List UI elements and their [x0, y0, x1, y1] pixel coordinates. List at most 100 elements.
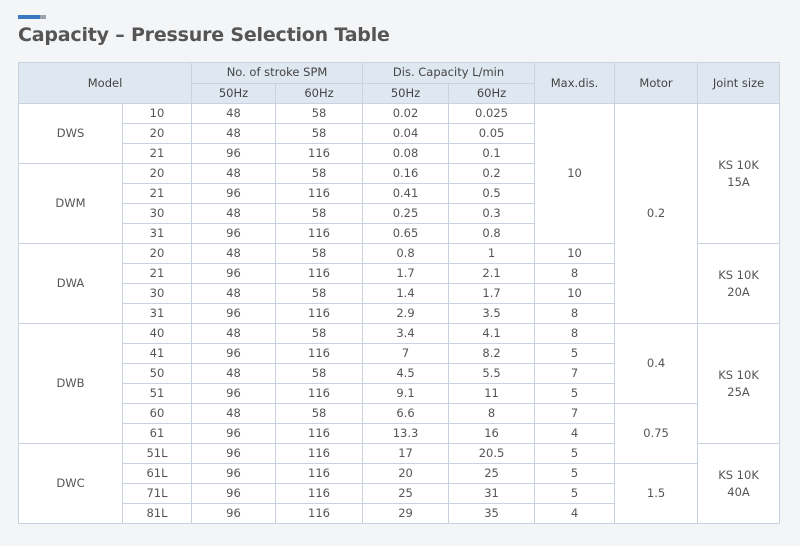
cell: 61 [122, 423, 192, 444]
cell: 50 [122, 363, 192, 384]
maxdis-cell: 5 [534, 483, 616, 504]
maxdis-cell: 5 [534, 343, 616, 364]
cell: 96 [191, 383, 276, 404]
cell: 48 [191, 283, 276, 304]
table-row: 50 48 58 4.5 5.5 7 [19, 363, 780, 384]
cell: 20 [122, 243, 192, 264]
cell: 25 [362, 483, 450, 504]
cell: 81L [122, 503, 192, 524]
cell: 0.3 [448, 203, 536, 224]
table-row: 61 96 116 13.3 16 4 [19, 423, 780, 444]
cell: 48 [191, 403, 276, 424]
cell: 3.4 [362, 323, 450, 344]
cell: 20 [122, 163, 192, 184]
cell: 58 [274, 403, 364, 424]
cell: 116 [274, 443, 364, 464]
table-row: 30 48 58 1.4 1.7 10 [19, 283, 780, 304]
maxdis-cell: 5 [534, 383, 616, 404]
header-cell: 50Hz [191, 82, 276, 104]
joint-cell: KS 10K 40A [697, 443, 781, 524]
joint-line: KS 10K [718, 157, 759, 172]
cell: 31 [448, 483, 536, 504]
cell: 0.25 [362, 203, 450, 224]
cell: 35 [448, 503, 536, 524]
cell: 20 [362, 463, 450, 484]
motor-cell: 0.4 [614, 323, 699, 404]
motor-cell: 0.75 [614, 403, 699, 464]
cell: 2.1 [448, 263, 536, 284]
cell: 20 [122, 123, 192, 144]
cell: 8.2 [448, 343, 536, 364]
header-cell: Joint size [697, 62, 781, 104]
cell: 0.65 [362, 223, 450, 244]
table-row: 71L 96 116 25 31 5 [19, 483, 780, 504]
table-row: 51 96 116 9.1 11 5 [19, 383, 780, 404]
cell: 61L [122, 463, 192, 484]
cell: 116 [274, 503, 364, 524]
model-cell: DWS [18, 103, 123, 164]
cell: 6.6 [362, 403, 450, 424]
cell: 58 [274, 283, 364, 304]
cell: 116 [274, 303, 364, 324]
table-row: DWS 10 48 58 0.02 0.025 10 0.2 KS 10K 15A [18, 103, 781, 324]
cell: 58 [274, 363, 364, 384]
cell: 30 [122, 283, 192, 304]
cell: 31 [122, 223, 192, 244]
header-cell: Motor [614, 62, 699, 104]
cell: 71L [122, 483, 192, 504]
accent-bar [40, 15, 46, 19]
cell: 1.7 [448, 283, 536, 304]
cell: 48 [191, 323, 276, 344]
table-row: 31 96 116 0.65 0.8 [19, 223, 780, 244]
cell: 96 [191, 223, 276, 244]
joint-cell: KS 10K 20A [697, 243, 781, 324]
joint-line: KS 10K [718, 467, 759, 482]
maxdis-cell: 8 [534, 323, 616, 344]
joint-line: 40A [727, 484, 750, 499]
model-cell: DWB [18, 323, 123, 444]
cell: 116 [274, 463, 364, 484]
cell: 9.1 [362, 383, 450, 404]
table-row: 60 48 58 6.6 8 7 0.75 [19, 403, 780, 464]
joint-line: 15A [727, 174, 750, 189]
cell: 0.08 [362, 143, 450, 164]
maxdis-cell: 8 [534, 303, 616, 324]
maxdis-cell: 5 [534, 463, 616, 484]
cell: 116 [274, 343, 364, 364]
table-row: 31 96 116 2.9 3.5 8 [19, 303, 780, 324]
cell: 48 [191, 203, 276, 224]
cell: 13.3 [362, 423, 450, 444]
header-cell: Model [18, 62, 192, 104]
cell: 8 [448, 403, 536, 424]
cell: 96 [191, 443, 276, 464]
header-cell: No. of stroke SPM [190, 62, 364, 84]
cell: 96 [191, 303, 276, 324]
cell: 25 [448, 463, 536, 484]
cell: 96 [191, 263, 276, 284]
table-row: DWM 20 48 58 0.16 0.2 [18, 163, 780, 244]
maxdis-cell: 7 [534, 363, 616, 384]
header-cell: Dis. Capacity L/min [362, 62, 536, 84]
model-cell: DWM [18, 163, 123, 244]
joint-line: 20A [727, 284, 750, 299]
cell: 96 [191, 483, 276, 504]
cell: 31 [122, 303, 192, 324]
cell: 0.025 [448, 103, 536, 124]
cell: 1 [448, 243, 536, 264]
cell: 96 [191, 143, 276, 164]
cell: 11 [448, 383, 536, 404]
cell: 2.9 [362, 303, 450, 324]
table-row: 81L 96 116 29 35 4 [19, 503, 780, 524]
cell: 96 [191, 423, 276, 444]
header-cell: 60Hz [274, 82, 364, 104]
cell: 96 [191, 503, 276, 524]
cell: 41 [122, 343, 192, 364]
cell: 58 [274, 203, 364, 224]
maxdis-cell: 10 [534, 283, 616, 304]
model-cell: DWA [18, 243, 123, 324]
table-row: DWC 51L 96 116 17 20.5 5 KS 10K 40A [18, 443, 781, 524]
motor-cell: 0.2 [614, 103, 699, 324]
cell: 0.02 [362, 103, 450, 124]
cell: 116 [274, 183, 364, 204]
cell: 116 [274, 223, 364, 244]
